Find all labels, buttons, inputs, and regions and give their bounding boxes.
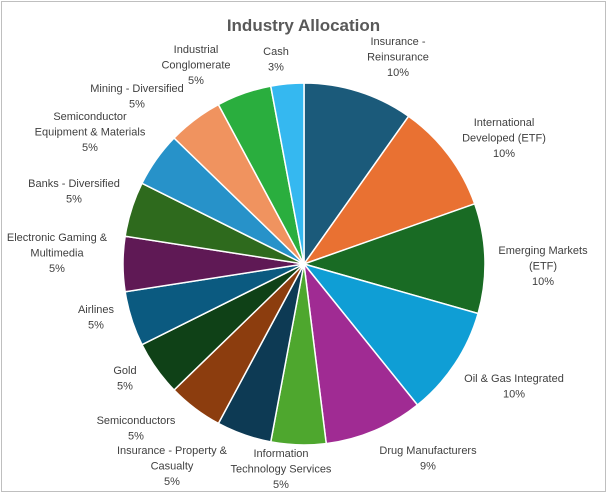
pie-labels: Insurance -Reinsurance 10% International De… (7, 36, 588, 491)
data-label-insurance-reinsurance: Insurance -Reinsurance 10% (367, 36, 429, 79)
pie-slice-insurance-reinsurance (303, 82, 410, 267)
data-label-electronic-gaming-multimedia: Electronic Gaming & Multimedia 5% (7, 232, 108, 275)
data-label-international-developed-etf: International Developed (ETF) 10% (462, 117, 546, 160)
data-label-semiconductor-equipment-materials: Semiconductor Equipment & Materials 5% (35, 111, 146, 154)
data-label-emerging-markets-etf: Emerging Markets (ETF) 10% (498, 245, 588, 288)
pie-slice-oil-gas-integrated (301, 262, 480, 407)
data-label-oil-gas-integrated: Oil & Gas Integrated 10% (464, 373, 564, 401)
data-label-drug-manufacturers: Drug Manufacturers 9% (379, 445, 477, 473)
data-label-mining-diversified: Mining - Diversified 5% (90, 83, 184, 111)
pie-slice-cash (269, 82, 305, 265)
pie-slice-international-developed-etf (302, 115, 476, 266)
data-label-industrial-conglomerate: Industrial Conglomerate 5% (161, 44, 230, 87)
data-label-cash: Cash 3% (263, 46, 289, 74)
data-label-airlines: Airlines 5% (78, 304, 115, 332)
pie-slices (122, 82, 486, 446)
data-label-gold: Gold 5% (113, 365, 136, 393)
data-label-semiconductors: Semiconductors 5% (97, 415, 176, 443)
chart-title: Industry Allocation (226, 16, 381, 35)
data-label-insurance-property-casualty: Insurance - Property & Casualty 5% (117, 445, 228, 488)
data-label-information-technology-services: Information Technology Services 5% (231, 448, 332, 491)
pie-slice-drug-manufacturers (302, 261, 419, 445)
data-label-banks-diversified: Banks - Diversified 5% (28, 178, 120, 206)
pie-slice-emerging-markets-etf (301, 202, 486, 315)
